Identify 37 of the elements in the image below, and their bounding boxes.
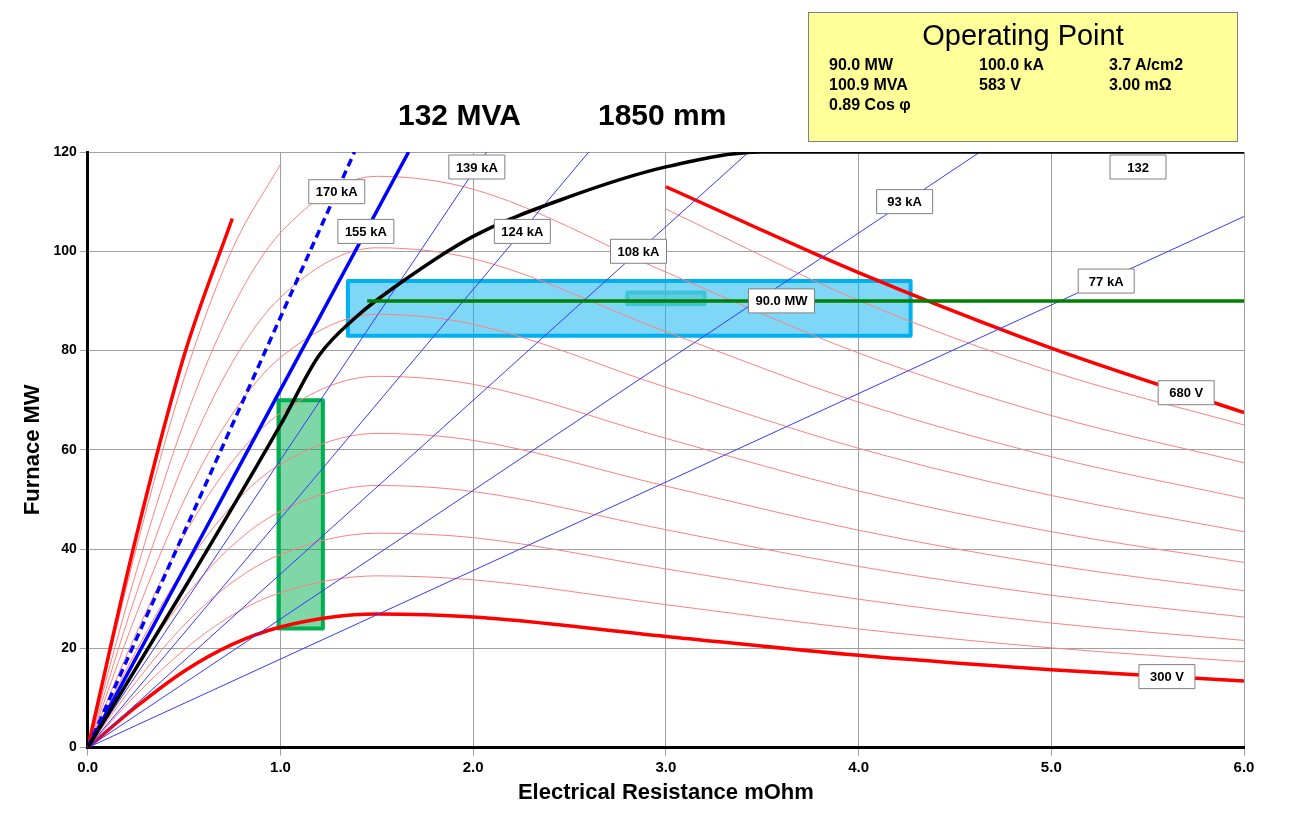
annotation: 77 kA [1088, 273, 1125, 289]
x-tick-label: 6.0 [1233, 757, 1255, 775]
x-tick-label: 2.0 [462, 757, 484, 775]
chart-subtitle: 1850 mm [598, 98, 727, 132]
annotation: 155 kA [344, 223, 388, 239]
annotation: 124 kA [501, 223, 544, 239]
text: 90.0 MW [829, 56, 894, 74]
x-tick-label: 1.0 [270, 757, 291, 775]
y-tick-label: 0 [68, 738, 77, 755]
x-tick-label: 4.0 [848, 757, 870, 775]
text: 0.89 Cos φ [829, 96, 912, 114]
y-tick-label: 80 [61, 341, 77, 358]
y-tick-label: 100 [53, 242, 77, 259]
y-tick-label: 120 [53, 142, 77, 159]
y-tick-label: 40 [61, 539, 77, 556]
annotation: 300 V [1149, 669, 1185, 685]
annotation: 108 kA [617, 243, 661, 259]
x-axis-title: Electrical Resistance mOhm [517, 778, 814, 804]
x-tick-label: 0.0 [77, 757, 99, 775]
annotation: 680 V [1169, 385, 1204, 401]
y-axis-title: Furnace MW [19, 384, 45, 516]
annotation: 139 kA [455, 159, 499, 175]
annotation: 93 kA [887, 194, 923, 210]
text: 100.9 MVA [829, 76, 909, 94]
y-tick-label: 60 [61, 440, 77, 457]
text: Operating Point [921, 19, 1125, 52]
chart-title: 132 MVA [398, 98, 521, 132]
y-tick-label: 20 [61, 639, 77, 656]
annotation: 132 [1127, 159, 1149, 175]
annotation: 170 kA [315, 184, 359, 200]
x-tick-label: 3.0 [655, 757, 677, 775]
text: 3.00 mΩ [1109, 76, 1173, 94]
text: 100.0 kA [979, 56, 1045, 74]
text: 583 V [979, 76, 1022, 94]
x-tick-label: 5.0 [1040, 757, 1062, 775]
text: 3.7 A/cm2 [1109, 56, 1185, 74]
annotation: 90.0 MW [755, 293, 809, 309]
